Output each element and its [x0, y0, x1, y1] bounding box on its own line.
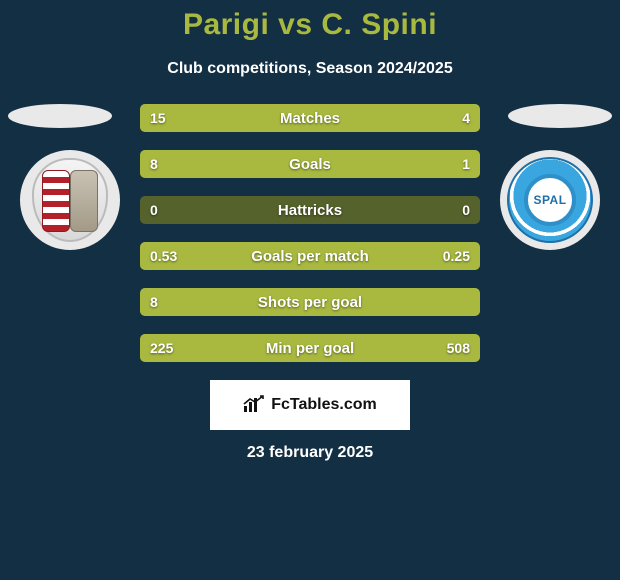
- stat-row: Min per goal225 508: [140, 334, 480, 362]
- title-player-left: Parigi: [183, 8, 269, 41]
- stat-row: Goals per match0.53 0.25: [140, 242, 480, 270]
- stat-value-left: 225: [150, 334, 173, 362]
- club-badge-right: SPAL: [500, 150, 600, 250]
- title-vs: vs: [278, 8, 312, 41]
- stat-label: Goals: [140, 150, 480, 178]
- stat-value-left: 15: [150, 104, 166, 132]
- brand-tag: FcTables.com: [210, 380, 410, 430]
- subtitle: Club competitions, Season 2024/2025: [0, 60, 620, 78]
- stat-row: Shots per goal8: [140, 288, 480, 316]
- club-badge-left: [20, 150, 120, 250]
- crest-right-label: SPAL: [524, 174, 576, 226]
- stat-value-left: 8: [150, 150, 158, 178]
- crest-right-icon: SPAL: [507, 157, 593, 243]
- stats-bars: Matches154Goals81Hattricks00Goals per ma…: [140, 104, 480, 362]
- stat-value-right: 4: [462, 104, 470, 132]
- stat-label: Matches: [140, 104, 480, 132]
- stat-value-right: 1: [462, 150, 470, 178]
- stat-label: Min per goal: [140, 334, 480, 362]
- stat-row: Matches15 4: [140, 104, 480, 132]
- stat-value-left: 0: [150, 196, 158, 224]
- stat-value-left: 8: [150, 288, 158, 316]
- stat-value-right: 0: [462, 196, 470, 224]
- content-area: SPAL Matches154Goals81Hattricks00Goals p…: [0, 104, 620, 362]
- stat-label: Goals per match: [140, 242, 480, 270]
- chart-icon: [243, 395, 265, 416]
- stat-label: Shots per goal: [140, 288, 480, 316]
- crest-left-icon: [32, 158, 108, 242]
- accent-ellipse-right: [508, 104, 612, 128]
- stat-row: Goals8 1: [140, 150, 480, 178]
- stat-value-right: 508: [447, 334, 470, 362]
- stat-label: Hattricks: [140, 196, 480, 224]
- brand-text: FcTables.com: [271, 396, 377, 414]
- accent-ellipse-left: [8, 104, 112, 128]
- stat-value-left: 0.53: [150, 242, 177, 270]
- date-text: 23 february 2025: [0, 444, 620, 462]
- stat-row: Hattricks0 0: [140, 196, 480, 224]
- stat-value-right: 0.25: [443, 242, 470, 270]
- title-player-right: C. Spini: [321, 8, 437, 41]
- page-title: Parigi vs C. Spini: [0, 0, 620, 42]
- comparison-card: Parigi vs C. Spini Club competitions, Se…: [0, 0, 620, 580]
